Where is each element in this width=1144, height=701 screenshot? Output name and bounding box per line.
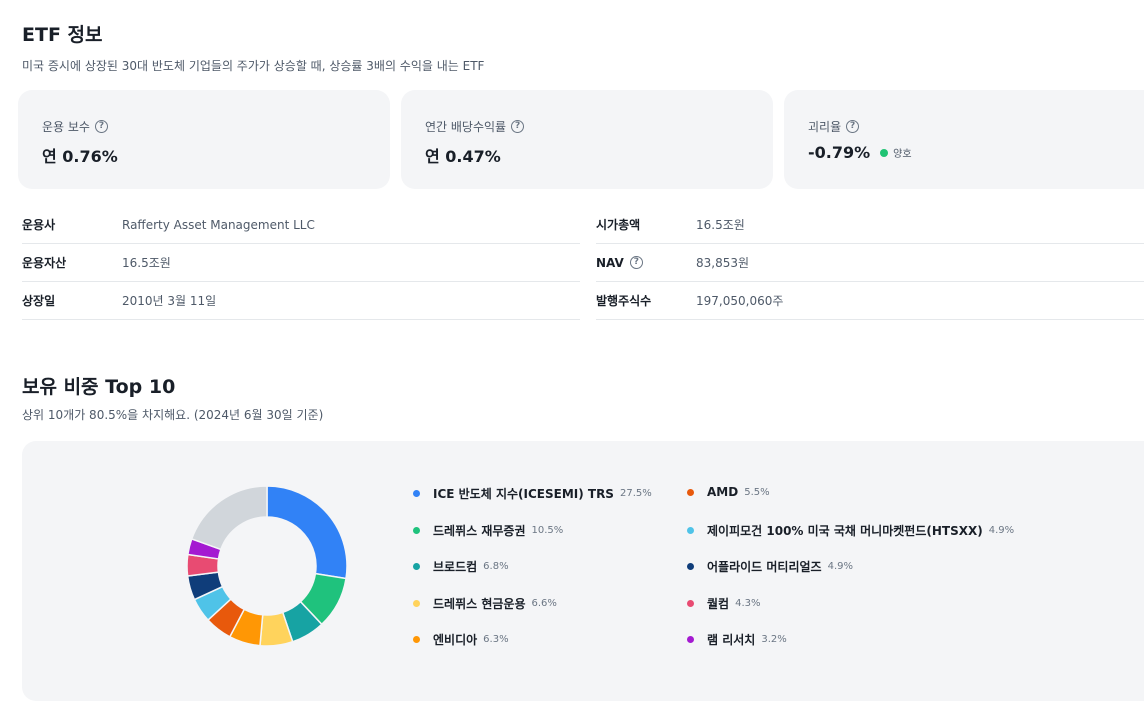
legend-label: 엔비디아	[433, 633, 478, 648]
legend-percent: 3.2%	[761, 634, 787, 646]
holdings-donut-chart	[186, 485, 348, 647]
help-icon[interactable]: ?	[629, 256, 643, 269]
legend-percent: 27.5%	[619, 488, 652, 499]
legend-dot-icon	[687, 526, 694, 534]
legend-item: 엔비디아 6.3%	[413, 631, 509, 648]
info-key: 상장일	[22, 294, 56, 308]
info-row-nav: NAV? 83,853원	[596, 244, 1144, 282]
legend-label: AMD	[707, 485, 739, 499]
legend-percent: 6.3%	[483, 634, 509, 646]
legend-label: 브로드컴	[433, 560, 478, 575]
legend-dot-icon	[687, 599, 694, 607]
info-row-shares: 발행주식수 197,050,060주	[596, 282, 1144, 320]
legend-item: 드레퓌스 재무증권 10.5%	[413, 522, 563, 539]
holdings-title: 보유 비중 Top 10	[22, 376, 176, 398]
info-value: Rafferty Asset Management LLC	[122, 217, 315, 232]
legend-dot-icon	[413, 526, 420, 534]
legend-label: 어플라이드 머티리얼즈	[707, 560, 822, 575]
fee-card: 운용 보수? 연 0.76%	[18, 90, 390, 189]
etf-info-title: ETF 정보	[22, 24, 103, 46]
legend-percent: 4.3%	[735, 597, 761, 609]
legend-label: 램 리서치	[707, 633, 756, 648]
info-value: 2010년 3월 11일	[122, 294, 217, 308]
legend-item: 제이피모건 100% 미국 국채 머니마켓펀드(HTSXX) 4.9%	[687, 522, 1014, 539]
info-key: 운용사	[22, 218, 56, 232]
legend-label: 제이피모건 100% 미국 국채 머니마켓펀드(HTSXX)	[707, 523, 983, 538]
legend-label: ICE 반도체 지수(ICESEMI) TRS	[433, 487, 614, 501]
legend-percent: 6.8%	[483, 561, 509, 573]
help-icon[interactable]: ?	[511, 120, 525, 133]
info-key: NAV	[596, 255, 624, 270]
help-icon[interactable]: ?	[846, 120, 860, 133]
legend-dot-icon	[413, 563, 420, 571]
holdings-subtitle: 상위 10개가 80.5%을 차지해요. (2024년 6월 30일 기준)	[22, 408, 324, 422]
help-icon[interactable]: ?	[94, 120, 108, 133]
legend-dot-icon	[687, 563, 694, 571]
disparity-card: 괴리율? -0.79% 양호	[784, 90, 1144, 189]
donut-slice	[266, 485, 348, 580]
status-dot-icon	[880, 148, 889, 157]
legend-item: ICE 반도체 지수(ICESEMI) TRS 27.5%	[413, 485, 652, 502]
disparity-label: 괴리율	[808, 120, 842, 134]
legend-percent: 6.6%	[531, 597, 557, 609]
legend-item: 램 리서치 3.2%	[687, 631, 787, 648]
info-value: 197,050,060주	[696, 294, 784, 308]
legend-dot-icon	[413, 599, 420, 607]
legend-percent: 4.9%	[827, 561, 853, 573]
legend-percent: 5.5%	[744, 486, 770, 498]
disparity-value: -0.79%	[808, 143, 871, 162]
legend-item: 드레퓌스 현금운용 6.6%	[413, 595, 557, 612]
legend-dot-icon	[413, 490, 420, 497]
fee-value: 연 0.76%	[42, 147, 118, 166]
info-key: 운용자산	[22, 256, 67, 270]
info-row-manager: 운용사 Rafferty Asset Management LLC	[22, 206, 580, 244]
info-value: 16.5조원	[122, 256, 171, 270]
dividend-card: 연간 배당수익률? 연 0.47%	[401, 90, 773, 189]
legend-dot-icon	[687, 636, 694, 644]
fee-label: 운용 보수	[42, 120, 90, 134]
legend-label: 드레퓌스 재무증권	[433, 523, 526, 538]
legend-item: 퀄컴 4.3%	[687, 595, 761, 612]
dividend-value: 연 0.47%	[425, 147, 501, 166]
legend-item: 어플라이드 머티리얼즈 4.9%	[687, 558, 853, 575]
legend-dot-icon	[687, 488, 694, 496]
legend-dot-icon	[413, 636, 420, 644]
legend-item: 브로드컴 6.8%	[413, 558, 509, 575]
legend-item: AMD 5.5%	[687, 485, 770, 499]
legend-percent: 10.5%	[531, 524, 564, 536]
legend-label: 퀄컴	[707, 596, 730, 611]
status-badge: 양호	[880, 145, 912, 160]
donut-slice-others	[190, 485, 268, 551]
status-badge-label: 양호	[893, 149, 912, 160]
info-value: 16.5조원	[696, 218, 745, 232]
legend-label: 드레퓌스 현금운용	[433, 596, 526, 611]
info-key: 시가총액	[596, 218, 641, 232]
etf-description: 미국 증시에 상장된 30대 반도체 기업들의 주가가 상승할 때, 상승률 3…	[22, 59, 485, 73]
info-value: 83,853원	[696, 256, 750, 270]
info-row-listing-date: 상장일 2010년 3월 11일	[22, 282, 580, 320]
legend-percent: 4.9%	[988, 524, 1015, 536]
info-key: 발행주식수	[596, 294, 652, 308]
info-row-aum: 운용자산 16.5조원	[22, 244, 580, 282]
dividend-label: 연간 배당수익률	[425, 120, 507, 134]
info-row-market-cap: 시가총액 16.5조원	[596, 206, 1144, 244]
